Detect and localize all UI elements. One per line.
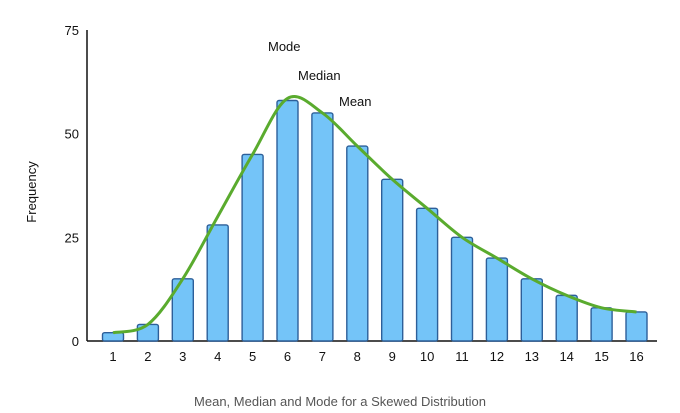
- x-tick-label-8: 8: [354, 349, 361, 364]
- chart-caption: Mean, Median and Mode for a Skewed Distr…: [194, 394, 486, 409]
- x-tick-label-4: 4: [214, 349, 221, 364]
- bar-1: [101, 332, 125, 342]
- bar-5: [241, 153, 264, 342]
- x-tick-label-3: 3: [179, 349, 186, 364]
- bar-6: [276, 99, 299, 342]
- mean-annotation: Mean: [339, 94, 372, 109]
- x-tick-label-14: 14: [559, 349, 573, 364]
- x-tick-label-13: 13: [525, 349, 539, 364]
- bar-11: [450, 236, 474, 342]
- distribution-curve: [112, 95, 637, 335]
- bar-7: [311, 112, 334, 342]
- y-tick-label-0: 0: [72, 334, 79, 349]
- x-tick-label-5: 5: [249, 349, 256, 364]
- x-tick-label-2: 2: [144, 349, 151, 364]
- x-tick-label-11: 11: [455, 349, 469, 364]
- bar-13: [520, 278, 543, 342]
- bar-15: [590, 307, 613, 342]
- mode-annotation: Mode: [268, 39, 301, 54]
- x-tick-label-10: 10: [420, 349, 434, 364]
- y-tick-label-75: 75: [65, 23, 79, 38]
- x-tick-labels: 1 2 3 4 5 6 7 8 9 10 11 12 13 14 15 16: [109, 349, 643, 364]
- y-tick-label-25: 25: [65, 230, 79, 245]
- bar-14: [555, 294, 578, 342]
- bar-12: [485, 257, 509, 342]
- x-tick-label-7: 7: [319, 349, 326, 364]
- x-tick-label-6: 6: [284, 349, 291, 364]
- bar-4: [206, 224, 229, 342]
- bar-9: [381, 178, 404, 342]
- x-tick-label-16: 16: [629, 349, 643, 364]
- x-tick-label-15: 15: [594, 349, 608, 364]
- bars: [101, 99, 648, 342]
- y-axis-label: Frequency: [24, 161, 39, 223]
- bar-8: [346, 145, 369, 342]
- y-tick-label-50: 50: [65, 127, 79, 142]
- x-tick-label-1: 1: [109, 349, 116, 364]
- bar-10: [415, 207, 439, 342]
- x-tick-label-9: 9: [389, 349, 396, 364]
- bar-16: [625, 311, 648, 342]
- x-tick-label-12: 12: [490, 349, 504, 364]
- median-annotation: Median: [298, 68, 341, 83]
- y-tick-labels: 0 25 50 75: [65, 23, 79, 349]
